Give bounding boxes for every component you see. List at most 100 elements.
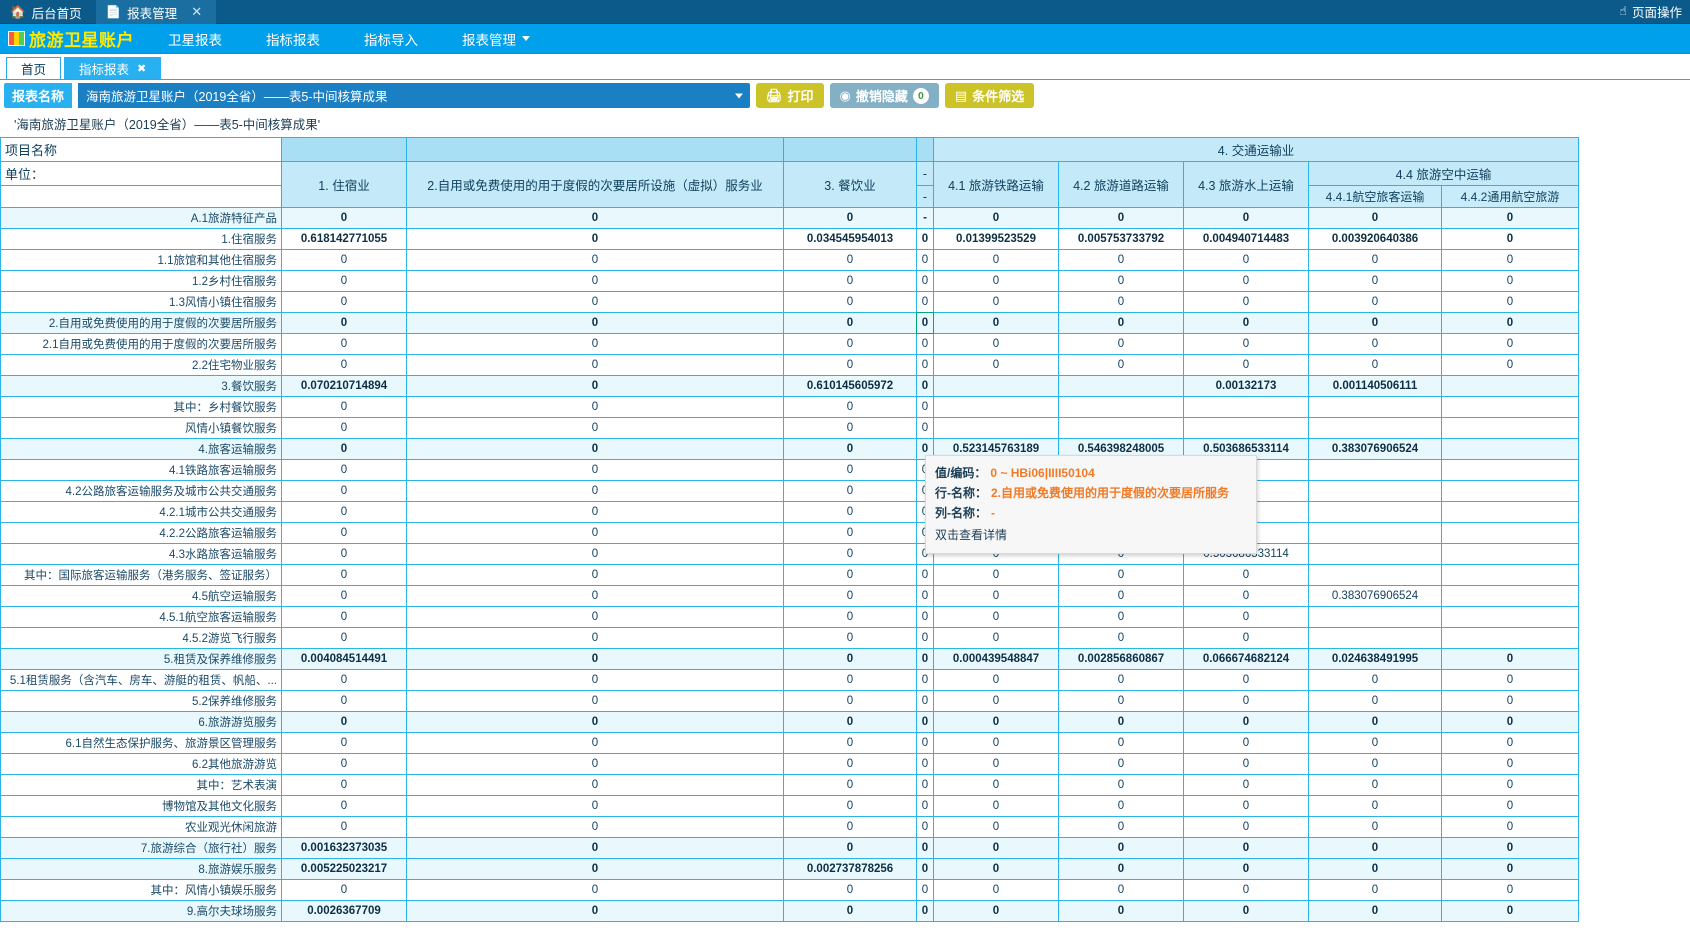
table-cell[interactable]: 0.01399523529 [934,229,1058,249]
table-row[interactable]: 博物馆及其他文化服务 0 0 0 0 0 0 0 0 0 [1,796,1578,816]
table-cell[interactable]: 0 [1184,817,1308,837]
row-label[interactable]: 4.2公路旅客运输服务及城市公共交通服务 [1,481,281,501]
table-cell[interactable]: 0 [407,292,783,312]
table-row[interactable]: 4.2.2公路旅客运输服务0000000 [1,523,1578,543]
table-cell[interactable]: 0.070210714894 [282,376,406,396]
table-cell[interactable]: 0 [917,859,933,879]
table-cell[interactable]: 0 [407,649,783,669]
table-row[interactable]: 农业观光休闲旅游 0 0 0 0 0 0 0 0 0 [1,817,1578,837]
table-cell[interactable]: 0 [784,691,916,711]
table-cell[interactable]: 0 [784,355,916,375]
table-cell[interactable]: 0 [282,607,406,627]
table-cell[interactable]: 0 [282,691,406,711]
table-cell[interactable]: 0 [917,670,933,690]
table-cell[interactable]: 0 [934,859,1058,879]
table-cell[interactable]: 0 [1309,271,1441,291]
col-header-41[interactable]: 4.1 旅游铁路运输 [934,162,1058,207]
table-cell[interactable]: 0 [1184,691,1308,711]
table-cell[interactable]: 0 [1059,250,1183,270]
table-row[interactable]: 其中：国际旅客运输服务（港务服务、签证服务） 0 0 0 0 0 0 0 [1,565,1578,585]
row-label[interactable]: 博物馆及其他文化服务 [1,796,281,816]
table-cell[interactable]: 0 [1184,712,1308,732]
table-cell[interactable] [1309,544,1441,564]
table-cell[interactable]: 0 [1442,901,1578,921]
table-cell[interactable]: 0 [1442,271,1578,291]
table-cell[interactable]: 0.003920640386 [1309,229,1441,249]
table-cell[interactable]: 0 [282,754,406,774]
table-cell[interactable]: 0.005225023217 [282,859,406,879]
table-row[interactable]: 2.1自用或免费使用的用于度假的次要居所服务 0 0 0 0 0 0 0 0 0 [1,334,1578,354]
table-cell[interactable]: 0 [934,901,1058,921]
table-cell[interactable] [1309,565,1441,585]
table-cell[interactable]: 0.024638491995 [1309,649,1441,669]
table-cell[interactable] [1309,523,1441,543]
table-cell[interactable]: 0.0026367709 [282,901,406,921]
table-cell[interactable] [1309,607,1441,627]
table-cell[interactable]: 0 [1442,691,1578,711]
row-label[interactable]: 6.2其他旅游游览 [1,754,281,774]
table-row[interactable]: 8.旅游娱乐服务 0.005225023217 0 0.002737878256 0 0 0… [1,859,1578,879]
table-cell[interactable]: 0.005753733792 [1059,229,1183,249]
close-icon[interactable]: ✕ [191,4,203,19]
table-cell[interactable]: 0 [917,607,933,627]
table-cell[interactable]: 0 [917,292,933,312]
table-cell[interactable]: 0 [784,754,916,774]
table-cell[interactable]: 0 [282,712,406,732]
table-cell[interactable]: 0 [282,586,406,606]
table-cell[interactable]: 0 [934,670,1058,690]
row-label[interactable]: 6.旅游游览服务 [1,712,281,732]
table-cell[interactable]: 0 [934,628,1058,648]
table-cell[interactable]: 0 [407,712,783,732]
table-cell[interactable]: 0 [934,691,1058,711]
table-cell[interactable]: 0 [282,418,406,438]
table-cell[interactable]: 0 [407,586,783,606]
table-cell[interactable]: 0 [917,649,933,669]
table-cell[interactable] [1309,481,1441,501]
table-row[interactable]: 4.3水路旅客运输服务 0 0 0 0 0 0 0.503686533114 [1,544,1578,564]
table-cell[interactable]: 0 [1184,901,1308,921]
row-label[interactable]: 4.1铁路旅客运输服务 [1,460,281,480]
report-grid-container[interactable]: 项目名称 4. 交通运输业 单位： 1. 住宿业 2.自用或免费使用的用于度假的… [0,137,1690,937]
table-cell[interactable]: 0 [1059,670,1183,690]
table-cell[interactable]: 0 [282,628,406,648]
table-cell[interactable]: 0.618142771055 [282,229,406,249]
table-cell[interactable]: 0 [407,355,783,375]
table-cell[interactable]: 0 [1184,796,1308,816]
table-cell[interactable]: 0 [407,565,783,585]
table-cell[interactable]: 0 [784,439,916,459]
table-row[interactable]: A.1旅游特征产品 0 0 0-0 0 0 0 0 [1,208,1578,228]
table-cell[interactable]: 0 [407,901,783,921]
row-label[interactable]: 风情小镇餐饮服务 [1,418,281,438]
table-cell[interactable]: 0.383076906524 [1309,439,1441,459]
col-header-1[interactable]: 1. 住宿业 [282,162,406,207]
table-cell[interactable]: 0 [407,439,783,459]
row-label[interactable]: 9.高尔夫球场服务 [1,901,281,921]
table-cell[interactable] [1059,418,1183,438]
table-cell[interactable] [1442,607,1578,627]
table-cell[interactable]: 0 [282,733,406,753]
table-cell[interactable]: 0 [916,312,934,334]
table-cell[interactable]: 0 [282,334,406,354]
table-cell[interactable]: 0 [784,670,916,690]
table-cell[interactable]: 0 [407,775,783,795]
table-cell[interactable]: 0 [407,817,783,837]
table-row[interactable]: 2.自用或免费使用的用于度假的次要居所服务 0 0 0 0 0 0 0 0 0 [1,312,1578,334]
table-cell[interactable]: 0 [1309,859,1441,879]
table-cell[interactable]: 0 [1184,292,1308,312]
table-row[interactable]: 4.旅客运输服务 0 0 0 0 0.523145763189 0.546398248005… [1,439,1578,459]
table-cell[interactable]: 0 [1059,901,1183,921]
table-cell[interactable]: 0 [1184,880,1308,900]
table-row[interactable]: 3.餐饮服务 0.070210714894 0 0.610145605972 0 0.00… [1,376,1578,396]
table-row[interactable]: 6.1自然生态保护服务、旅游景区管理服务 0 0 0 0 0 0 0 0 0 [1,733,1578,753]
table-cell[interactable]: 0 [407,691,783,711]
table-cell[interactable]: 0 [1059,838,1183,858]
table-cell[interactable]: 0 [934,271,1058,291]
table-cell[interactable]: 0 [1442,670,1578,690]
table-cell[interactable]: 0 [784,481,916,501]
row-label[interactable]: 4.5.1航空旅客运输服务 [1,607,281,627]
table-cell[interactable]: 0.000439548847 [934,649,1058,669]
table-cell[interactable]: 0 [1059,880,1183,900]
table-cell[interactable]: 0 [282,502,406,522]
tab-indicator-report[interactable]: 指标报表 ✖ [64,57,162,79]
table-cell[interactable]: 0 [1442,838,1578,858]
